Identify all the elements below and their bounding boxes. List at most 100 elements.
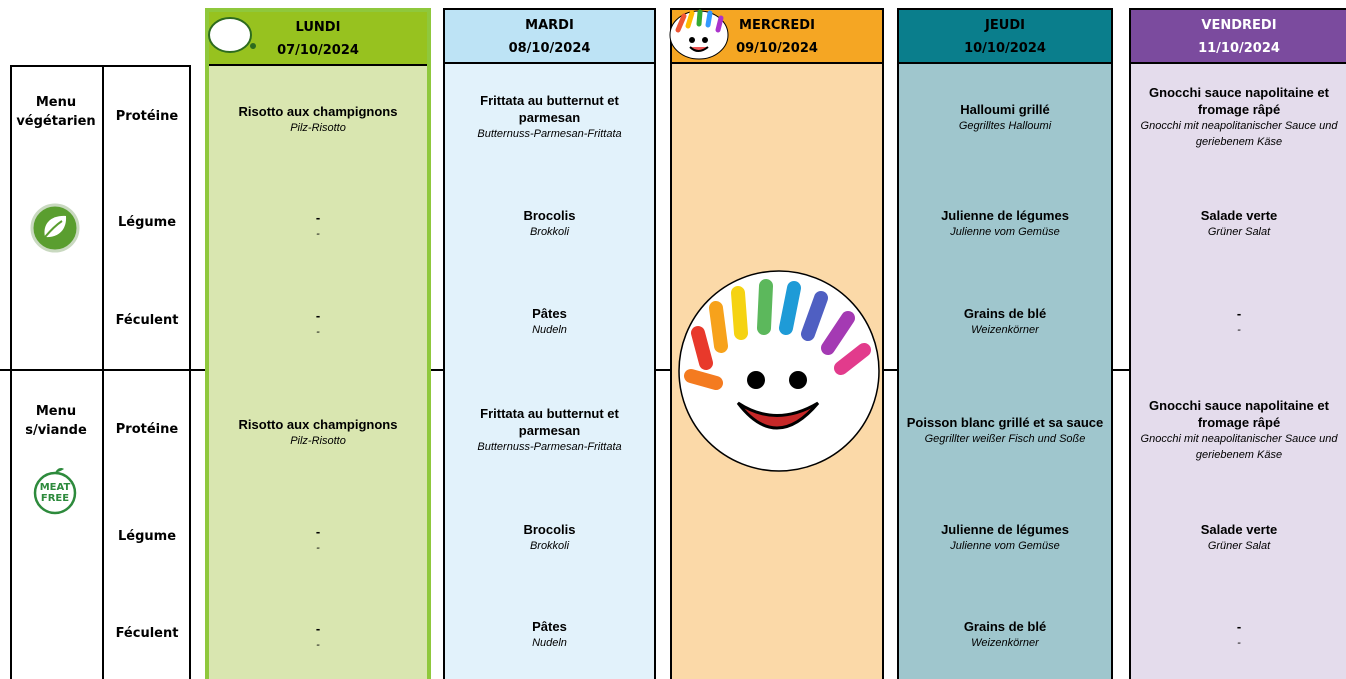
dish-fr: Risotto aux champignons [238, 416, 398, 432]
day-date: 10/10/2024 [964, 41, 1046, 56]
menu-item: Frittata au butternut et parmesan Buttern… [445, 380, 654, 480]
kids-logo [669, 9, 729, 60]
menu-item: Gnocchi sauce napolitaine et fromage râp… [1131, 67, 1346, 167]
dish-fr: - [1236, 618, 1242, 634]
icon-text: FREE [41, 493, 69, 504]
dish-fr: Grains de blé [963, 618, 1047, 634]
dish-fr: Halloumi grillé [960, 101, 1050, 117]
category-label: Légume [117, 529, 177, 544]
dish-de: Weizenkörner [971, 636, 1039, 649]
dish-de: Julienne vom Gemüse [950, 225, 1060, 238]
day-date: 07/10/2024 [277, 43, 359, 58]
menu-item: Pâtes Nudeln [445, 271, 654, 371]
category-label: Protéine [115, 422, 179, 437]
day-column: MARDI 08/10/2024 Frittata au butternut et … [443, 8, 656, 679]
dish-fr: Frittata au butternut et parmesan [480, 93, 619, 125]
day-date: 08/10/2024 [508, 41, 591, 56]
menu-item: Salade verte Grüner Salat [1131, 487, 1346, 587]
dish-fr: Frittata au butternut et parmesan [480, 406, 619, 438]
dish-fr: Pâtes [532, 618, 567, 634]
dish-fr: Grains de blé [963, 305, 1047, 321]
dish-de: Gegrilltes Halloumi [958, 119, 1052, 132]
dish-fr: Brocolis [523, 521, 576, 537]
day-name: LUNDI [295, 20, 341, 35]
dish-de: - [1237, 636, 1241, 649]
menu-item: Julienne de légumes Julienne vom Gemüse [899, 173, 1111, 273]
day-name: MARDI [525, 18, 574, 33]
category-label: Féculent [115, 626, 179, 641]
day-name: JEUDI [985, 18, 1025, 33]
dish-fr: - [315, 307, 321, 323]
menu-item: Frittata au butternut et parmesan Buttern… [445, 67, 654, 167]
dish-de: Julienne vom Gemüse [950, 539, 1060, 552]
dish-de: Nudeln [532, 636, 567, 649]
dish-de: Grüner Salat [1207, 539, 1271, 552]
dish-de: Gnocchi mit neapolitanischer Sauce und g… [1140, 433, 1338, 461]
day-column: VENDREDI 11/10/2024 Gnocchi sauce napolita… [1129, 8, 1346, 679]
dish-fr: Salade verte [1200, 521, 1278, 537]
menu-item: Brocolis Brokkoli [445, 487, 654, 587]
dish-fr: - [1236, 305, 1242, 321]
menu-item: Gnocchi sauce napolitaine et fromage râp… [1131, 380, 1346, 480]
menu-item: Salade verte Grüner Salat [1131, 173, 1346, 273]
menu-item: Risotto aux champignons Pilz-Risotto [209, 382, 427, 482]
menu-item: -- [209, 489, 427, 589]
dish-de: Butternuss-Parmesan-Frittata [477, 128, 622, 140]
dish-fr: Gnocchi sauce napolitaine et fromage râp… [1149, 85, 1329, 117]
divider [102, 65, 104, 679]
dish-de: Butternuss-Parmesan-Frittata [477, 441, 622, 453]
menu-label: Menu [35, 404, 77, 419]
dish-fr: Risotto aux champignons [238, 103, 398, 119]
dish-de: Pilz-Risotto [290, 121, 346, 134]
day-header: VENDREDI 11/10/2024 [1131, 10, 1346, 64]
menu-item: -- [209, 175, 427, 275]
left-table [10, 65, 191, 679]
menu-item: -- [209, 273, 427, 373]
dish-fr: Salade verte [1200, 207, 1278, 223]
day-name: MERCREDI [739, 18, 815, 33]
menu-label: s/viande [25, 423, 87, 438]
dish-de: Grüner Salat [1207, 225, 1271, 238]
category-label: Protéine [115, 109, 179, 124]
day-column: JEUDI 10/10/2024 Halloumi grillé Gegrilltes… [897, 8, 1113, 679]
menu-label: végétarien [16, 114, 96, 129]
day-date: 11/10/2024 [1198, 41, 1280, 56]
dish-fr: - [315, 620, 321, 636]
dish-de: Pilz-Risotto [290, 434, 346, 447]
day-header: MARDI 08/10/2024 [445, 10, 654, 64]
leaf-icon [30, 203, 80, 253]
menu-item: Grains de blé Weizenkörner [899, 271, 1111, 371]
menu-item: Brocolis Brokkoli [445, 173, 654, 273]
icon-text: MEAT [40, 482, 71, 493]
meat-free-icon: MEAT FREE [33, 468, 77, 515]
menu-item: Pâtes Nudeln [445, 584, 654, 679]
day-date: 09/10/2024 [736, 41, 818, 56]
dish-fr: Julienne de légumes [941, 521, 1069, 537]
menu-item: Poisson blanc grillé et sa sauce Gegrillt… [899, 380, 1111, 480]
dish-de: - [316, 325, 320, 338]
menu-item: Risotto aux champignons Pilz-Risotto [209, 69, 427, 169]
dish-de: Nudeln [532, 323, 567, 336]
dish-de: Brokkoli [529, 539, 570, 552]
dish-de: Gnocchi mit neapolitanischer Sauce und g… [1140, 120, 1338, 148]
bio-logo [208, 17, 256, 53]
dish-de: Brokkoli [529, 225, 570, 238]
menu-item: Julienne de légumes Julienne vom Gemüse [899, 487, 1111, 587]
dish-fr: - [315, 209, 321, 225]
dish-fr: Pâtes [532, 305, 567, 321]
menu-item: -- [1131, 271, 1346, 371]
dish-de: Weizenkörner [971, 323, 1039, 336]
category-label: Féculent [115, 313, 179, 328]
menu-item: -- [1131, 584, 1346, 679]
dish-fr: Brocolis [523, 207, 576, 223]
dish-fr: - [315, 523, 321, 539]
dish-fr: Poisson blanc grillé et sa sauce [906, 414, 1104, 430]
category-label: Légume [117, 215, 177, 230]
dish-de: - [316, 638, 320, 651]
dish-fr: Gnocchi sauce napolitaine et fromage râp… [1149, 398, 1329, 430]
kids-face [678, 270, 880, 472]
menu-item: -- [209, 586, 427, 679]
menu-item: Grains de blé Weizenkörner [899, 584, 1111, 679]
menu-label: Menu [35, 95, 77, 110]
